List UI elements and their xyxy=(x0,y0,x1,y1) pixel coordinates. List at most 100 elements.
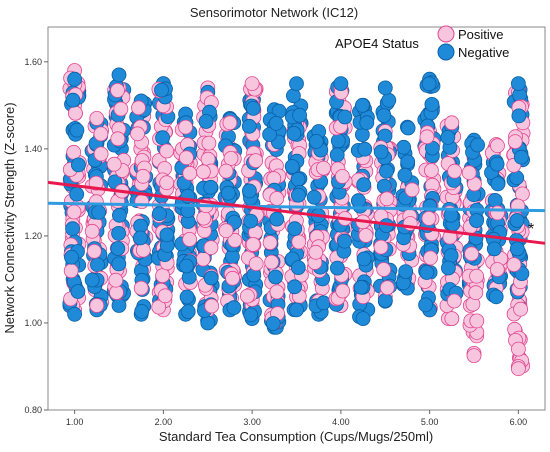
data-point-positive xyxy=(178,150,194,166)
data-point-negative xyxy=(154,82,169,98)
data-point-negative xyxy=(330,133,346,149)
data-point-negative xyxy=(132,230,148,246)
data-point-negative xyxy=(469,213,484,229)
data-point-negative xyxy=(67,306,82,322)
data-point-positive xyxy=(196,210,212,226)
data-point-negative xyxy=(262,127,278,142)
data-point-negative xyxy=(289,76,304,91)
data-point-positive xyxy=(335,283,351,299)
y-axis-title: Network Connectivity Strength (Z-score) xyxy=(2,102,17,333)
data-point-positive xyxy=(89,111,105,126)
data-point-positive xyxy=(245,236,261,252)
data-point-positive xyxy=(135,168,151,184)
data-point-positive xyxy=(490,138,505,154)
data-point-positive xyxy=(204,298,220,314)
data-point-positive xyxy=(195,164,211,180)
data-point-negative xyxy=(424,97,440,112)
data-point-negative xyxy=(203,179,219,195)
data-point-positive xyxy=(178,119,194,135)
data-point-positive xyxy=(151,299,167,315)
data-point-positive xyxy=(155,268,171,284)
data-point-negative xyxy=(111,67,127,83)
legend-swatch-negative xyxy=(437,43,455,61)
data-point-negative xyxy=(226,300,242,316)
data-point-negative xyxy=(316,295,331,311)
data-point-negative xyxy=(243,307,259,323)
data-point-negative xyxy=(377,292,393,308)
data-point-negative xyxy=(241,118,257,134)
data-point-negative xyxy=(490,176,506,192)
data-point-negative xyxy=(180,304,196,320)
data-point-positive xyxy=(227,232,243,248)
data-point-positive xyxy=(133,280,149,296)
data-point-positive xyxy=(134,194,150,210)
data-point-negative xyxy=(381,92,397,108)
data-point-negative xyxy=(292,107,308,123)
fit-lines-layer xyxy=(47,180,546,245)
legend-label-negative: Negative xyxy=(458,45,509,60)
data-point-positive xyxy=(506,257,522,273)
y-tick-label: 1.20 xyxy=(24,231,42,241)
data-point-positive xyxy=(225,270,241,286)
data-point-negative xyxy=(289,302,304,318)
data-point-negative xyxy=(400,120,416,136)
data-point-negative xyxy=(286,125,302,141)
data-point-positive xyxy=(379,280,395,296)
y-tick-label: 1.60 xyxy=(24,57,42,67)
x-axis-ticks: 1.00 2.00 3.00 4.00 5.00 6.00 xyxy=(66,410,527,427)
data-point-positive xyxy=(113,101,129,117)
data-point-positive xyxy=(469,268,485,284)
data-point-negative xyxy=(356,251,372,267)
x-tick-label: 1.00 xyxy=(66,417,84,427)
data-point-positive xyxy=(308,244,324,260)
legend-label-positive: Positive xyxy=(458,27,504,42)
data-point-negative xyxy=(373,144,389,160)
data-point-negative xyxy=(337,109,353,125)
x-tick-label: 3.00 xyxy=(243,417,261,427)
data-point-negative xyxy=(69,186,85,202)
data-point-negative xyxy=(268,116,284,131)
y-tick-label: 0.80 xyxy=(24,405,42,415)
data-point-negative xyxy=(377,80,393,96)
data-point-positive xyxy=(182,231,198,247)
data-point-negative xyxy=(134,303,150,319)
data-point-negative xyxy=(285,88,301,104)
data-point-negative xyxy=(198,114,214,129)
data-point-positive xyxy=(507,134,523,150)
data-point-negative xyxy=(180,203,196,219)
y-tick-label: 1.40 xyxy=(24,144,42,154)
data-point-positive xyxy=(373,239,389,255)
data-point-negative xyxy=(306,189,322,205)
data-point-negative xyxy=(400,154,416,170)
data-point-negative xyxy=(179,289,195,305)
data-point-positive xyxy=(334,168,350,184)
data-point-positive xyxy=(106,156,122,172)
data-point-negative xyxy=(159,227,175,243)
data-point-negative xyxy=(357,141,373,157)
data-point-positive xyxy=(248,153,264,169)
data-point-negative xyxy=(509,241,525,257)
data-point-negative xyxy=(200,315,216,331)
data-point-positive xyxy=(159,175,175,191)
data-point-negative xyxy=(112,207,127,223)
data-point-negative xyxy=(84,272,100,288)
x-tick-label: 2.00 xyxy=(155,417,173,427)
data-point-negative xyxy=(337,233,353,249)
data-point-positive xyxy=(93,126,109,142)
data-point-positive xyxy=(239,288,255,304)
data-point-positive xyxy=(464,246,480,262)
data-point-negative xyxy=(329,260,345,276)
data-point-positive xyxy=(466,348,482,364)
data-point-positive xyxy=(423,163,439,178)
data-point-positive xyxy=(66,144,82,160)
data-point-negative xyxy=(91,204,107,220)
y-axis-ticks: 0.80 1.00 1.20 1.40 1.60 xyxy=(24,57,48,415)
data-point-positive xyxy=(159,143,175,159)
data-point-negative xyxy=(376,178,392,194)
data-point-positive xyxy=(84,223,100,239)
x-tick-label: 6.00 xyxy=(510,417,528,427)
data-point-negative xyxy=(65,221,80,237)
data-point-negative xyxy=(511,108,527,124)
data-point-positive xyxy=(86,243,102,259)
